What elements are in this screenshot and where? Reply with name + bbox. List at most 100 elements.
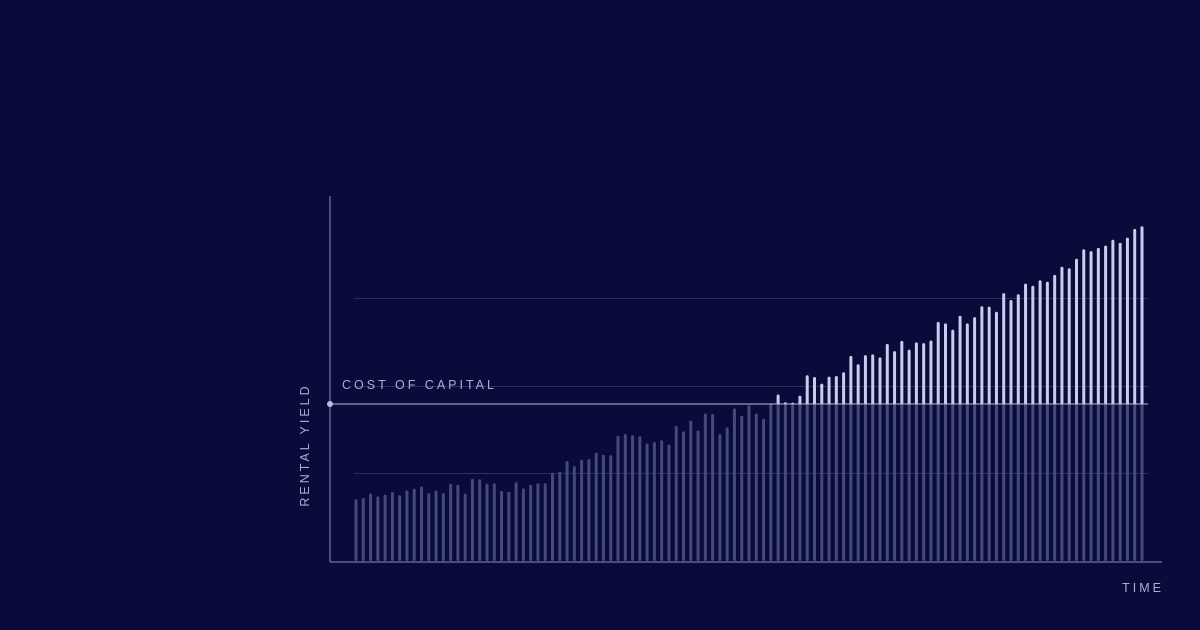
x-axis-label: TIME xyxy=(1122,581,1164,595)
bar-53 xyxy=(732,408,736,561)
gridlines xyxy=(354,298,1148,474)
bar-91 xyxy=(1009,300,1013,561)
bar-89 xyxy=(994,311,998,561)
bar-79 xyxy=(922,343,926,561)
bar-24 xyxy=(521,488,525,561)
bar-77 xyxy=(907,349,911,561)
bar-17 xyxy=(470,478,474,562)
bar-55 xyxy=(747,405,751,561)
bar-2 xyxy=(361,497,365,561)
bar-22 xyxy=(507,491,511,561)
bar-1 xyxy=(354,499,358,561)
bar-101 xyxy=(1082,249,1086,562)
bar-35 xyxy=(601,454,605,561)
bar-49 xyxy=(703,413,707,561)
cost-of-capital-marker xyxy=(327,401,333,408)
bar-106 xyxy=(1118,242,1122,561)
y-axis-label: RENTAL YIELD xyxy=(298,383,312,506)
bar-68 xyxy=(842,372,846,561)
bar-85 xyxy=(965,323,969,561)
bar-36 xyxy=(609,455,613,561)
bar-42 xyxy=(652,442,656,561)
bar-87 xyxy=(980,306,984,561)
bar-5 xyxy=(383,494,387,561)
bar-44 xyxy=(667,444,671,561)
bar-78 xyxy=(914,342,918,561)
bar-82 xyxy=(944,323,947,561)
bar-10 xyxy=(420,486,423,561)
bar-65 xyxy=(820,383,824,561)
bar-19 xyxy=(485,483,489,561)
bar-9 xyxy=(412,488,416,561)
bar-99 xyxy=(1067,268,1071,561)
bar-15 xyxy=(456,484,460,561)
bar-64 xyxy=(813,377,816,561)
bar-12 xyxy=(434,490,438,561)
bar-98 xyxy=(1060,266,1064,561)
bar-93 xyxy=(1024,283,1028,561)
bar-39 xyxy=(631,435,635,561)
bar-96 xyxy=(1045,281,1049,561)
bar-41 xyxy=(645,443,649,561)
bar-90 xyxy=(1002,293,1006,561)
bar-34 xyxy=(594,452,598,561)
bar-94 xyxy=(1031,285,1035,561)
bar-62 xyxy=(798,395,802,561)
bar-50 xyxy=(711,413,715,561)
bar-97 xyxy=(1053,274,1057,561)
bar-74 xyxy=(885,343,889,561)
bar-104 xyxy=(1104,245,1108,561)
bar-71 xyxy=(863,355,867,561)
bar-43 xyxy=(660,440,664,561)
bar-105 xyxy=(1111,239,1115,562)
bar-13 xyxy=(441,493,445,561)
bar-29 xyxy=(558,471,562,561)
bar-63 xyxy=(805,375,809,561)
bar-80 xyxy=(929,340,933,561)
bar-59 xyxy=(776,394,780,561)
bar-31 xyxy=(572,466,576,561)
bar-107 xyxy=(1125,237,1129,562)
bar-16 xyxy=(463,493,467,561)
bar-54 xyxy=(740,415,744,561)
bar-30 xyxy=(565,460,569,561)
bar-11 xyxy=(427,493,431,561)
bar-88 xyxy=(987,306,991,561)
bar-37 xyxy=(616,435,620,561)
bar-18 xyxy=(478,479,482,561)
bar-52 xyxy=(725,427,729,561)
bar-3 xyxy=(369,493,373,561)
bar-69 xyxy=(849,355,853,561)
bar-73 xyxy=(878,357,882,561)
bar-46 xyxy=(682,431,685,561)
bar-83 xyxy=(951,329,955,561)
bar-67 xyxy=(834,375,838,561)
bar-23 xyxy=(514,482,518,561)
bar-28 xyxy=(551,472,554,561)
bars xyxy=(354,226,1144,562)
bar-109 xyxy=(1140,226,1144,562)
cost-of-capital-label: COST OF CAPITAL xyxy=(342,378,497,392)
bar-84 xyxy=(958,315,962,561)
bar-100 xyxy=(1075,258,1078,561)
bar-47 xyxy=(689,420,693,561)
bar-48 xyxy=(696,430,700,561)
bar-26 xyxy=(536,483,540,561)
bar-95 xyxy=(1038,280,1042,561)
bar-76 xyxy=(900,340,904,561)
bar-60 xyxy=(783,402,787,561)
bar-21 xyxy=(500,490,504,561)
bar-75 xyxy=(893,351,897,562)
bar-27 xyxy=(543,483,547,561)
bar-57 xyxy=(762,418,766,561)
bar-108 xyxy=(1133,228,1137,561)
bar-86 xyxy=(973,317,977,561)
bar-7 xyxy=(398,495,402,561)
bar-38 xyxy=(623,433,627,561)
bar-81 xyxy=(936,321,940,561)
bar-58 xyxy=(769,403,773,561)
bar-66 xyxy=(827,376,831,561)
bar-40 xyxy=(638,436,642,561)
